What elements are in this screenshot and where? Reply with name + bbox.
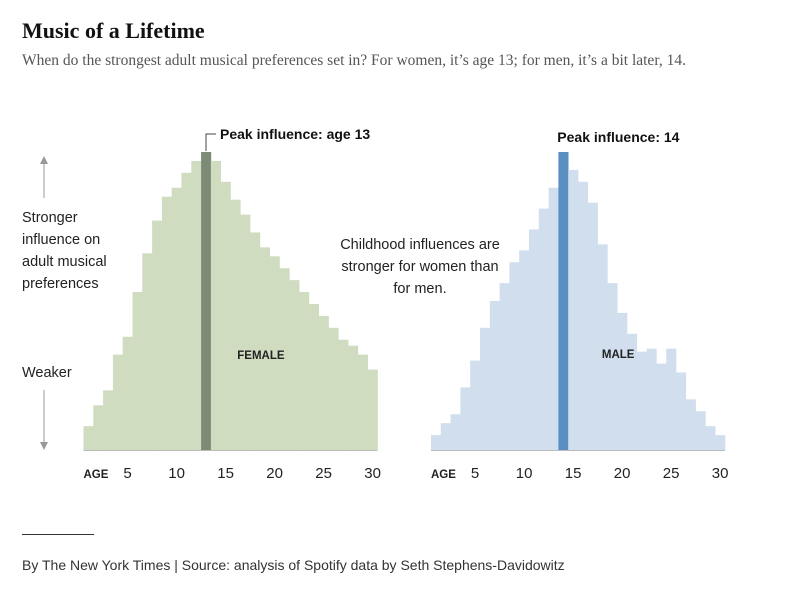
bar bbox=[440, 423, 451, 450]
x-tick-label: 5 bbox=[123, 465, 131, 482]
x-tick-label: 25 bbox=[663, 465, 680, 482]
bar bbox=[220, 181, 231, 451]
bar bbox=[308, 303, 319, 450]
bar bbox=[230, 199, 241, 450]
x-tick-label: 15 bbox=[565, 465, 582, 482]
bar bbox=[705, 426, 716, 450]
bar bbox=[181, 172, 192, 451]
x-tick-label: 10 bbox=[516, 465, 533, 482]
source-credit: By The New York Times | Source: analysis… bbox=[22, 557, 565, 573]
bar bbox=[240, 214, 251, 450]
bar bbox=[607, 283, 618, 450]
female-panel: AGE 5 10 15 20 25 30 FEMALE Peak influence: age … bbox=[83, 126, 381, 482]
bar bbox=[568, 169, 579, 450]
x-tick-label: 30 bbox=[364, 465, 381, 482]
bar bbox=[480, 327, 491, 450]
bar bbox=[367, 369, 378, 450]
bar bbox=[431, 435, 442, 450]
bar bbox=[318, 315, 329, 450]
bar bbox=[357, 354, 368, 450]
peak-annotation: Peak influence: age 13 bbox=[220, 126, 370, 142]
bar bbox=[122, 336, 133, 450]
divider bbox=[22, 534, 94, 535]
x-tick-label: 25 bbox=[315, 465, 332, 482]
bar bbox=[279, 268, 290, 450]
bar bbox=[450, 414, 461, 450]
bar bbox=[715, 435, 726, 450]
x-axis-label: AGE bbox=[84, 469, 109, 481]
x-tick-label: 15 bbox=[217, 465, 234, 482]
bar bbox=[695, 411, 706, 450]
x-tick-label: 5 bbox=[471, 465, 479, 482]
chart-title: Music of a Lifetime bbox=[22, 18, 205, 43]
y-axis-arrows bbox=[40, 156, 48, 450]
bar bbox=[93, 405, 104, 450]
bar bbox=[656, 363, 667, 450]
annotation-note: Childhood influences are stronger for wo… bbox=[340, 237, 500, 297]
bars bbox=[83, 152, 378, 451]
bar bbox=[636, 351, 647, 450]
bar bbox=[171, 187, 182, 450]
up-arrow-icon bbox=[40, 156, 48, 164]
bar bbox=[348, 345, 359, 450]
bar bbox=[509, 262, 520, 450]
bar bbox=[103, 390, 114, 450]
x-tick-label: 30 bbox=[712, 465, 729, 482]
y-axis-stronger-label: Stronger influence on adult musical pref… bbox=[22, 210, 107, 292]
bar bbox=[676, 372, 687, 450]
bar bbox=[132, 292, 143, 450]
bar bbox=[191, 160, 202, 450]
bar bbox=[627, 333, 638, 450]
bar bbox=[519, 250, 530, 450]
bar bbox=[328, 327, 339, 450]
peak-annotation: Peak influence: 14 bbox=[557, 129, 679, 145]
bar bbox=[587, 202, 598, 450]
bar bbox=[685, 399, 696, 450]
bar bbox=[210, 160, 221, 450]
bar bbox=[470, 360, 481, 450]
bar bbox=[152, 220, 163, 450]
male-panel: AGE 5 10 15 20 25 30 MALE Peak influence: 14 bbox=[431, 129, 728, 482]
x-axis-label: AGE bbox=[431, 469, 456, 481]
bar bbox=[538, 208, 549, 450]
x-tick-label: 10 bbox=[168, 465, 185, 482]
bar bbox=[161, 196, 172, 450]
peak-bar bbox=[558, 152, 569, 450]
y-axis-weaker-label: Weaker bbox=[22, 365, 72, 381]
bars bbox=[431, 152, 726, 451]
x-tick-label: 20 bbox=[614, 465, 631, 482]
bar bbox=[460, 387, 471, 450]
x-tick-label: 20 bbox=[266, 465, 283, 482]
bar bbox=[548, 187, 559, 450]
chart-subtitle: When do the strongest adult musical pref… bbox=[22, 52, 686, 69]
bar bbox=[529, 229, 540, 450]
peak-leader-line bbox=[205, 133, 216, 151]
bar bbox=[142, 253, 153, 450]
series-label: MALE bbox=[602, 349, 635, 361]
bar bbox=[499, 283, 510, 450]
series-label: FEMALE bbox=[237, 350, 285, 362]
bar bbox=[112, 354, 123, 450]
bar bbox=[646, 348, 657, 450]
down-arrow-icon bbox=[40, 442, 48, 450]
bar bbox=[489, 301, 500, 450]
bar bbox=[597, 244, 608, 450]
bar bbox=[83, 426, 94, 450]
bar bbox=[250, 232, 261, 450]
bar bbox=[289, 280, 300, 450]
peak-bar bbox=[201, 152, 212, 450]
bar bbox=[259, 247, 270, 450]
bar bbox=[269, 256, 280, 450]
bar bbox=[299, 292, 310, 450]
bar bbox=[338, 339, 349, 450]
bar bbox=[666, 348, 677, 450]
bar bbox=[617, 312, 628, 450]
bar bbox=[578, 181, 589, 451]
